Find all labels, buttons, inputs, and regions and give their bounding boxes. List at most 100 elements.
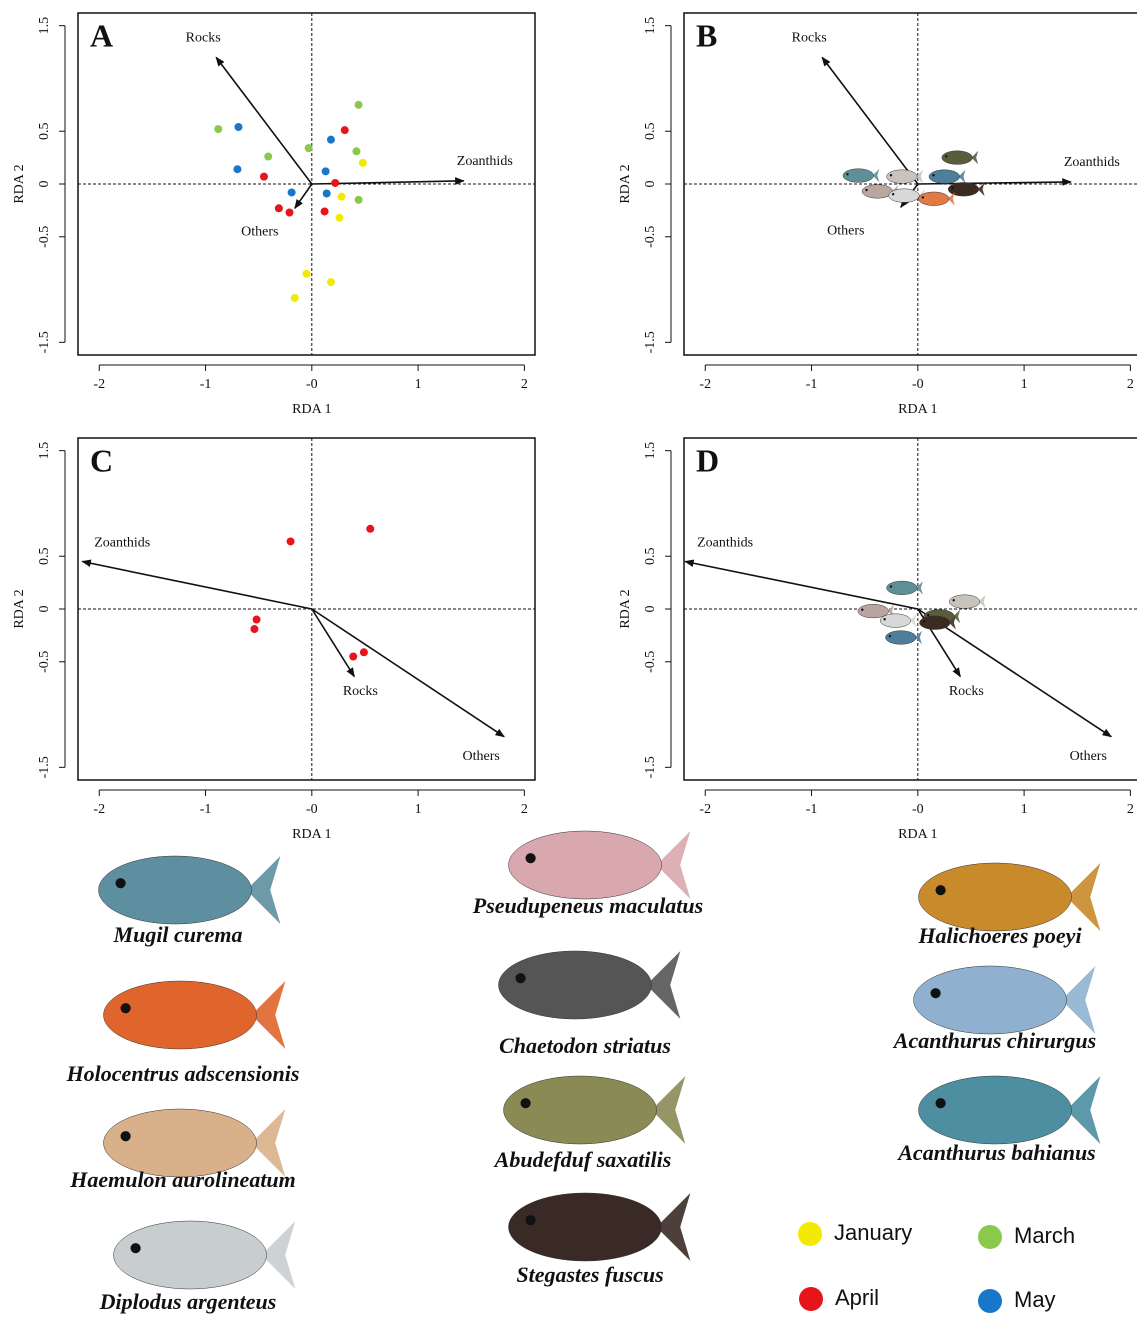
fish-eye (526, 1215, 536, 1225)
arrow-label: Others (463, 749, 500, 764)
fish-body (914, 966, 1067, 1034)
fish-eye (889, 635, 891, 637)
biplot-arrow (918, 609, 1111, 737)
fish-point (886, 631, 922, 645)
y-tick-label: -0.5 (643, 226, 658, 248)
species-label: Chaetodon striatus (499, 1033, 671, 1058)
fish-eye (923, 620, 925, 622)
point (355, 101, 363, 109)
x-axis-title: RDA 1 (898, 827, 937, 842)
fish-body (104, 981, 257, 1049)
fish-point (918, 192, 954, 206)
x-tick-label: 1 (1021, 377, 1028, 392)
fish-eye (131, 1243, 141, 1253)
arrow-label: Zoanthids (1064, 155, 1120, 170)
x-tick-label: -0 (306, 377, 318, 392)
fish-eye (516, 973, 526, 983)
point (285, 209, 293, 217)
y-tick-label: 0 (37, 606, 52, 613)
biplot-arrow (312, 609, 504, 737)
species-label: Holocentrus adscensionis (66, 1061, 300, 1086)
point (288, 188, 296, 196)
species-label: Haemulon aurolineatum (69, 1167, 296, 1192)
fish-body (918, 192, 949, 206)
point (305, 144, 313, 152)
biplot-arrow (312, 609, 355, 677)
fish-eye (890, 174, 892, 176)
fish-eye (890, 585, 892, 587)
fish-eye (861, 609, 863, 611)
x-tick-label: -1 (200, 802, 212, 817)
species-label: Acanthurus bahianus (896, 1140, 1096, 1165)
fish-eye (121, 1131, 131, 1141)
fish-body (862, 185, 893, 199)
fish-eye (865, 189, 867, 191)
legend-label: March (1014, 1223, 1075, 1248)
fish-body (919, 1076, 1072, 1144)
x-tick-label: -2 (93, 802, 105, 817)
y-axis-title: RDA 2 (12, 589, 27, 628)
point (341, 126, 349, 134)
fish-eye (932, 174, 934, 176)
point (349, 653, 357, 661)
x-tick-label: 2 (521, 377, 528, 392)
page: A-2-1-012RDA 1-1.5-0.500.51.5RDA 2RocksZ… (0, 0, 1137, 1318)
panel-letter: C (90, 442, 113, 478)
x-tick-label: 2 (1127, 802, 1134, 817)
arrow-label: Zoanthids (94, 536, 150, 551)
species-label: Diplodus argenteus (99, 1289, 277, 1314)
point (250, 625, 258, 633)
fish-body (887, 581, 918, 595)
point (233, 165, 241, 173)
panel-letter: D (696, 442, 719, 478)
species-label: Halichoeres poeyi (917, 923, 1082, 948)
y-tick-label: 0.5 (643, 547, 658, 565)
x-tick-label: -1 (806, 802, 818, 817)
legend-swatch (799, 1287, 823, 1311)
panel-letter: B (696, 17, 717, 53)
arrow-label: Zoanthids (457, 154, 513, 169)
fish-eye (945, 155, 947, 157)
species-fish (509, 1193, 691, 1261)
x-tick-label: -0 (912, 377, 924, 392)
fish-eye (931, 988, 941, 998)
x-tick-label: -0 (306, 802, 318, 817)
fish-eye (526, 853, 536, 863)
legend-label: May (1014, 1287, 1056, 1312)
point (359, 159, 367, 167)
y-axis-title: RDA 2 (12, 164, 27, 203)
point (287, 537, 295, 545)
species-fish (504, 1076, 686, 1144)
fish-body (499, 951, 652, 1019)
fish-body (509, 1193, 662, 1261)
y-tick-label: -0.5 (37, 226, 52, 248)
species-fish (914, 966, 1096, 1034)
species-fish (509, 831, 691, 899)
fish-eye (922, 196, 924, 198)
y-tick-label: 0.5 (37, 547, 52, 565)
y-tick-label: 0 (643, 606, 658, 613)
fish-eye (121, 1003, 131, 1013)
point (323, 190, 331, 198)
y-tick-label: 1.5 (37, 17, 52, 34)
plot-frame (78, 438, 535, 780)
y-tick-label: -0.5 (37, 651, 52, 673)
y-tick-label: -0.5 (643, 651, 658, 673)
x-tick-label: -2 (699, 377, 711, 392)
x-tick-label: -1 (806, 377, 818, 392)
y-tick-label: 1.5 (643, 442, 658, 460)
point (234, 123, 242, 131)
point (303, 270, 311, 278)
fish-eye (951, 187, 953, 189)
point (338, 193, 346, 201)
species-label: Abudefduf saxatilis (493, 1147, 672, 1172)
x-tick-label: 2 (1127, 377, 1134, 392)
species-label: Pseudupeneus maculatus (472, 893, 703, 918)
point (291, 294, 299, 302)
panel: D-2-1-012RDA 1-1.5-0.500.51.5RDA 2Zoanth… (618, 438, 1137, 842)
figure: A-2-1-012RDA 1-1.5-0.500.51.5RDA 2RocksZ… (0, 0, 1137, 1318)
fish-body (99, 856, 252, 924)
x-tick-label: 1 (415, 377, 422, 392)
biplot-arrow (295, 184, 312, 208)
